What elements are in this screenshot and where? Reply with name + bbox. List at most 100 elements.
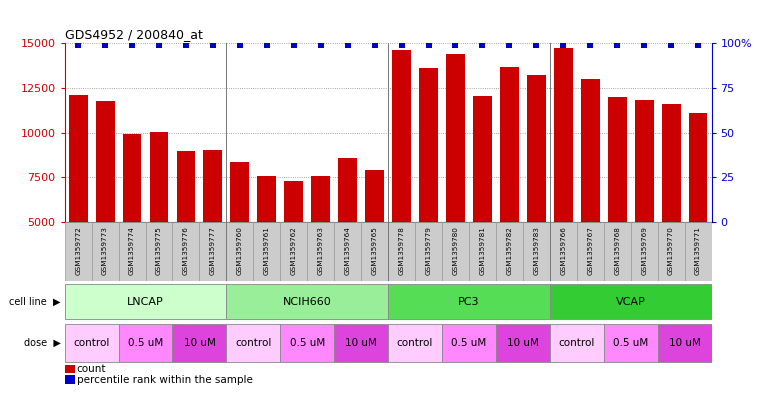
Point xyxy=(180,42,192,48)
FancyBboxPatch shape xyxy=(469,222,496,281)
FancyBboxPatch shape xyxy=(173,222,199,281)
Bar xyxy=(257,176,276,222)
FancyBboxPatch shape xyxy=(388,222,415,281)
FancyBboxPatch shape xyxy=(65,324,119,362)
FancyBboxPatch shape xyxy=(307,222,334,281)
FancyBboxPatch shape xyxy=(415,222,442,281)
Bar xyxy=(527,75,546,222)
Bar xyxy=(96,101,115,222)
Point xyxy=(665,42,677,48)
Bar xyxy=(311,176,330,222)
Text: 10 uM: 10 uM xyxy=(669,338,701,348)
Text: count: count xyxy=(77,364,107,374)
Text: GSM1359764: GSM1359764 xyxy=(345,226,351,275)
Point xyxy=(638,42,650,48)
FancyBboxPatch shape xyxy=(685,222,712,281)
FancyBboxPatch shape xyxy=(550,324,603,362)
Text: GSM1359775: GSM1359775 xyxy=(156,226,162,275)
Text: control: control xyxy=(397,338,433,348)
Text: GSM1359772: GSM1359772 xyxy=(75,226,81,275)
Point xyxy=(503,42,515,48)
Bar xyxy=(635,101,654,222)
Text: GSM1359777: GSM1359777 xyxy=(210,226,216,275)
Text: GSM1359763: GSM1359763 xyxy=(318,226,323,275)
FancyBboxPatch shape xyxy=(199,222,227,281)
Text: GSM1359767: GSM1359767 xyxy=(587,226,594,275)
Point xyxy=(476,42,489,48)
Point xyxy=(72,42,84,48)
Bar xyxy=(581,79,600,222)
Bar xyxy=(203,150,222,222)
Text: GSM1359765: GSM1359765 xyxy=(371,226,377,275)
Text: PC3: PC3 xyxy=(458,297,479,307)
Bar xyxy=(231,162,250,222)
Point xyxy=(530,42,543,48)
Bar xyxy=(446,54,465,222)
Bar xyxy=(392,50,411,222)
FancyBboxPatch shape xyxy=(280,222,307,281)
Text: 0.5 uM: 0.5 uM xyxy=(290,338,325,348)
FancyBboxPatch shape xyxy=(361,222,388,281)
FancyBboxPatch shape xyxy=(65,222,91,281)
Point xyxy=(396,42,408,48)
FancyBboxPatch shape xyxy=(658,324,712,362)
Bar xyxy=(177,151,196,222)
FancyBboxPatch shape xyxy=(253,222,280,281)
FancyBboxPatch shape xyxy=(227,285,388,319)
FancyBboxPatch shape xyxy=(603,222,631,281)
Text: NCIH660: NCIH660 xyxy=(283,297,332,307)
FancyBboxPatch shape xyxy=(442,222,469,281)
Text: GSM1359776: GSM1359776 xyxy=(183,226,189,275)
Text: GSM1359770: GSM1359770 xyxy=(668,226,674,275)
Text: 10 uM: 10 uM xyxy=(345,338,377,348)
Text: 0.5 uM: 0.5 uM xyxy=(613,338,648,348)
Text: 0.5 uM: 0.5 uM xyxy=(451,338,486,348)
Text: GSM1359762: GSM1359762 xyxy=(291,226,297,275)
Bar xyxy=(285,181,303,222)
Point xyxy=(611,42,623,48)
FancyBboxPatch shape xyxy=(631,222,658,281)
FancyBboxPatch shape xyxy=(388,285,550,319)
Text: control: control xyxy=(235,338,272,348)
Point xyxy=(422,42,435,48)
Bar xyxy=(150,132,168,222)
Point xyxy=(584,42,597,48)
FancyBboxPatch shape xyxy=(65,285,227,319)
FancyBboxPatch shape xyxy=(145,222,173,281)
Text: GSM1359781: GSM1359781 xyxy=(479,226,486,275)
Point xyxy=(450,42,462,48)
Bar xyxy=(365,170,384,222)
FancyBboxPatch shape xyxy=(496,324,550,362)
FancyBboxPatch shape xyxy=(227,324,280,362)
Text: GSM1359773: GSM1359773 xyxy=(102,226,108,275)
Text: GSM1359779: GSM1359779 xyxy=(425,226,431,275)
FancyBboxPatch shape xyxy=(334,222,361,281)
FancyBboxPatch shape xyxy=(119,222,145,281)
FancyBboxPatch shape xyxy=(442,324,496,362)
Text: GSM1359761: GSM1359761 xyxy=(264,226,270,275)
FancyBboxPatch shape xyxy=(523,222,550,281)
Point xyxy=(288,42,300,48)
Text: GSM1359782: GSM1359782 xyxy=(506,226,512,275)
Point xyxy=(207,42,219,48)
Point xyxy=(153,42,165,48)
FancyBboxPatch shape xyxy=(550,222,577,281)
FancyBboxPatch shape xyxy=(334,324,388,362)
Text: GSM1359774: GSM1359774 xyxy=(129,226,135,275)
Bar xyxy=(500,67,519,222)
FancyBboxPatch shape xyxy=(496,222,523,281)
Point xyxy=(557,42,569,48)
Point xyxy=(234,42,246,48)
Text: GDS4952 / 200840_at: GDS4952 / 200840_at xyxy=(65,28,202,40)
Text: LNCAP: LNCAP xyxy=(127,297,164,307)
FancyBboxPatch shape xyxy=(280,324,334,362)
Text: VCAP: VCAP xyxy=(616,297,645,307)
Bar xyxy=(473,96,492,222)
Text: 10 uM: 10 uM xyxy=(507,338,539,348)
Text: GSM1359766: GSM1359766 xyxy=(560,226,566,275)
Text: percentile rank within the sample: percentile rank within the sample xyxy=(77,375,253,385)
FancyBboxPatch shape xyxy=(388,324,442,362)
Text: GSM1359783: GSM1359783 xyxy=(533,226,540,275)
Point xyxy=(692,42,704,48)
Bar xyxy=(123,134,142,222)
